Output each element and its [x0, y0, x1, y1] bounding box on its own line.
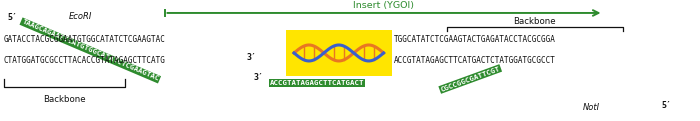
Text: Backbone: Backbone	[514, 17, 556, 26]
Text: Backbone: Backbone	[43, 95, 85, 104]
Text: ACCGTATAGAGCTTCATGACT: ACCGTATAGAGCTTCATGACT	[270, 80, 364, 86]
Text: GATACCTACGCGGAATGTGGCATATCTCGAAGTAC: GATACCTACGCGGAATGTGGCATATCTCGAAGTAC	[4, 35, 165, 44]
Text: CGCCGGCGATTCGT: CGCCGGCGATTCGT	[440, 65, 501, 93]
Text: 5′: 5′	[7, 13, 17, 22]
Text: 5′: 5′	[662, 101, 671, 110]
Text: 3′: 3′	[253, 73, 263, 82]
Text: Insert (YGOI): Insert (YGOI)	[354, 0, 414, 10]
Text: NotI: NotI	[583, 103, 600, 112]
Text: CTATGGATGCGCCTTACACCGTATAGAGCTTCATG: CTATGGATGCGCCTTACACCGTATAGAGCTTCATG	[4, 56, 165, 65]
Text: EcoRI: EcoRI	[69, 12, 92, 21]
Text: TGGCATATCTCGAAGTACTGAGATACCTACGCGGA: TGGCATATCTCGAAGTACTGAGATACCTACGCGGA	[394, 35, 556, 44]
FancyBboxPatch shape	[286, 30, 392, 76]
Text: ACCGTATAGAGCTTCATGACTCTATGGATGCGCCT: ACCGTATAGAGCTTCATGACTCTATGGATGCGCCT	[394, 56, 556, 65]
Text: 3′: 3′	[246, 53, 256, 62]
Text: TAAGCAGAATTCATGTGGCATATCTCGAAGTAC: TAAGCAGAATTCATGTGGCATATCTCGAAGTAC	[21, 19, 160, 82]
